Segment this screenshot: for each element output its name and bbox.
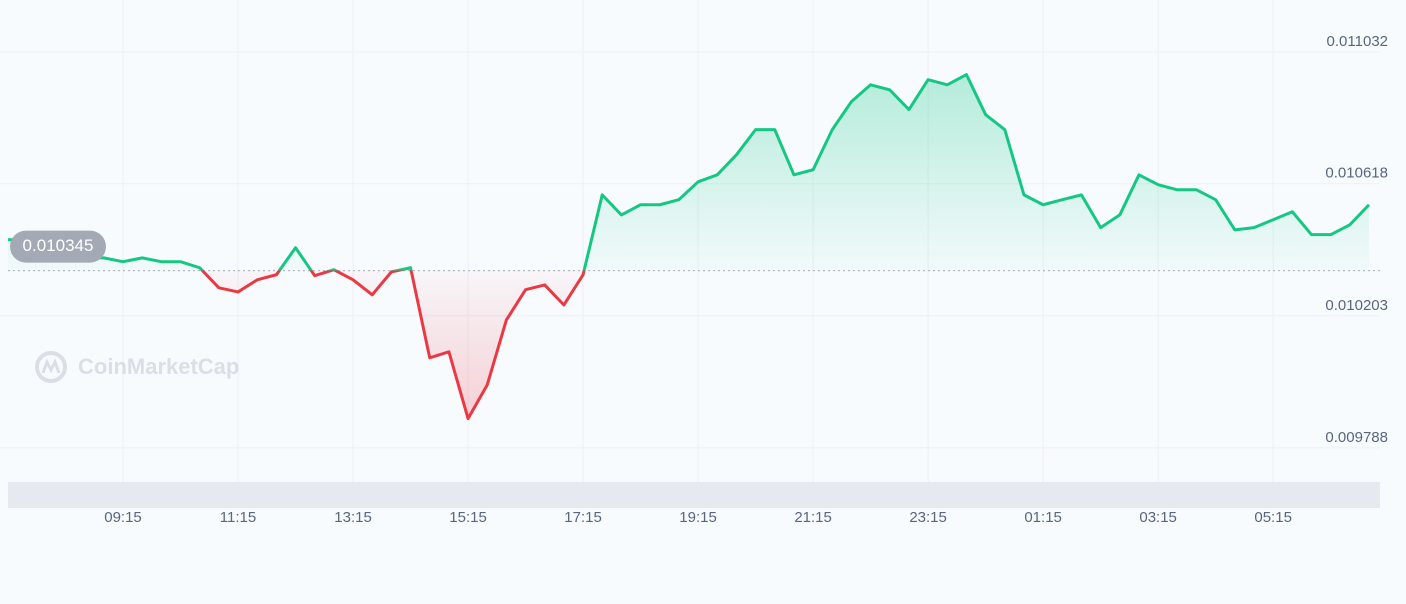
x-tick-label: 11:15 xyxy=(220,509,256,526)
x-tick-label: 19:15 xyxy=(679,509,717,526)
x-tick-label: 23:15 xyxy=(909,509,947,526)
x-tick-label: 05:15 xyxy=(1254,509,1292,526)
watermark-logo-mark xyxy=(41,358,61,374)
plot: 0.010345 xyxy=(8,73,1380,421)
x-tick-label: 15:15 xyxy=(449,509,487,526)
x-tick-label: 13:15 xyxy=(334,509,372,526)
x-tick-label: 17:15 xyxy=(564,509,602,526)
y-tick-label: 0.009788 xyxy=(1325,429,1388,446)
x-tick-label: 21:15 xyxy=(794,509,832,526)
y-tick-label: 0.011032 xyxy=(1327,33,1388,50)
watermark-text: CoinMarketCap xyxy=(78,354,239,379)
reference-label: 0.010345 xyxy=(23,236,94,255)
price-line xyxy=(8,73,1371,421)
y-tick-label: 0.010618 xyxy=(1325,165,1388,182)
watermark-logo xyxy=(35,351,67,383)
watermark: CoinMarketCap xyxy=(35,351,239,383)
reference-badge xyxy=(10,230,106,263)
price-area xyxy=(8,74,1369,419)
y-tick-label: 0.010203 xyxy=(1325,297,1388,314)
x-tick-label: 01:15 xyxy=(1024,509,1062,526)
x-tick-label: 03:15 xyxy=(1139,509,1177,526)
volume-band xyxy=(8,482,1380,508)
x-tick-label: 09:15 xyxy=(104,509,142,526)
